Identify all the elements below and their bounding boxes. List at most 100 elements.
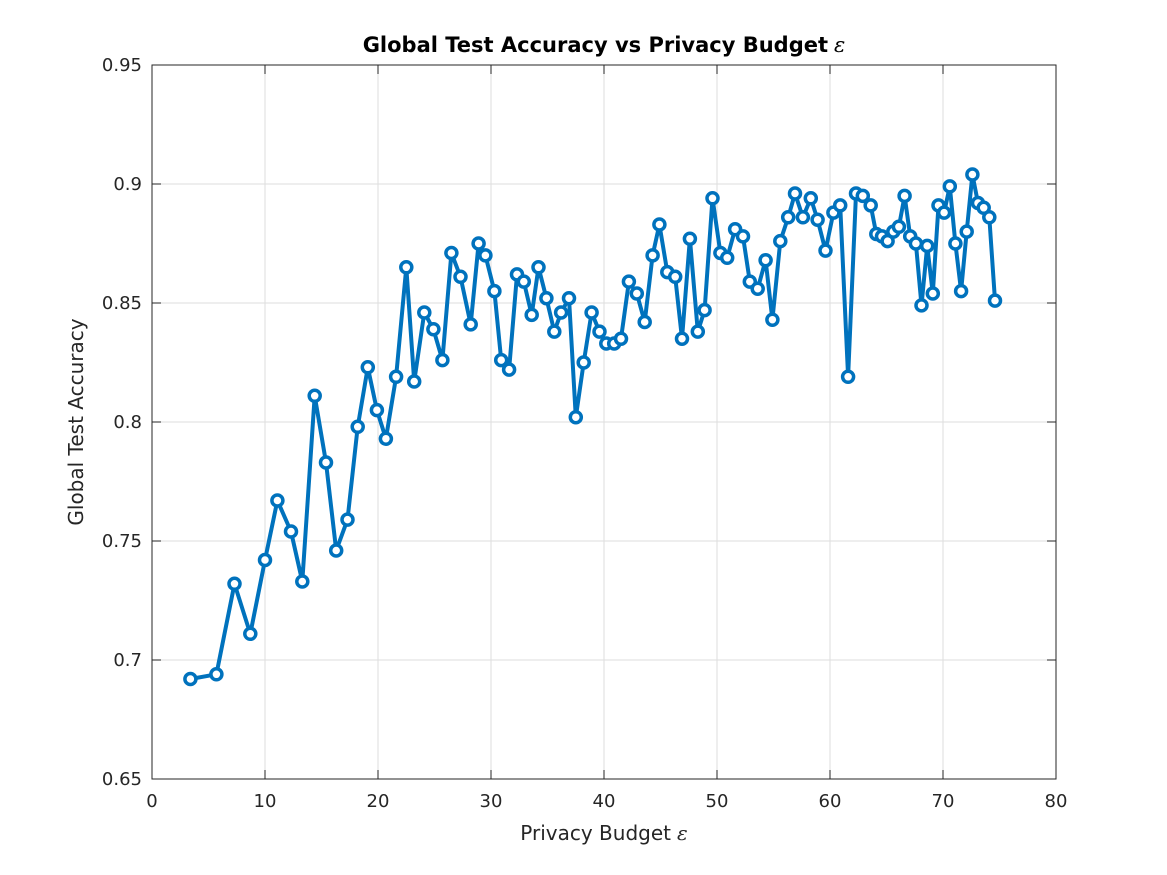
data-point <box>328 543 344 558</box>
data-point <box>487 283 502 299</box>
data-point <box>652 217 667 232</box>
y-tick-label: 0.9 <box>113 174 142 195</box>
data-point <box>803 191 819 206</box>
data-point <box>463 317 478 332</box>
data-point <box>719 250 735 266</box>
data-point <box>295 574 310 589</box>
x-tick-label: 40 <box>593 791 616 812</box>
x-axis-label: Privacy Budget ε <box>520 821 687 845</box>
x-tick-label: 50 <box>706 791 729 812</box>
data-point <box>863 198 878 213</box>
data-point <box>674 331 690 346</box>
data-point <box>948 236 963 251</box>
data-point <box>444 245 459 261</box>
x-tick-label: 30 <box>480 791 503 812</box>
chart-title-symbol: ε <box>834 33 845 57</box>
data-point <box>257 552 273 568</box>
y-tick-label: 0.8 <box>113 412 142 433</box>
data-point <box>629 286 645 301</box>
data-point <box>501 362 517 377</box>
y-tick-label: 0.65 <box>102 769 142 790</box>
data-point <box>340 512 355 527</box>
data-point <box>621 274 637 289</box>
data-point <box>378 431 394 446</box>
x-tick-label: 80 <box>1045 791 1068 812</box>
data-point <box>209 667 224 682</box>
data-point <box>645 248 660 263</box>
data-point <box>959 224 974 239</box>
data-point <box>283 524 299 539</box>
data-point <box>840 369 856 385</box>
data-point <box>667 269 683 285</box>
data-point <box>891 219 907 235</box>
data-point <box>524 307 539 323</box>
data-point <box>471 236 486 251</box>
data-point <box>493 352 509 368</box>
data-point <box>637 314 652 330</box>
x-tick-label: 70 <box>932 791 955 812</box>
data-point <box>243 626 258 642</box>
data-point <box>953 283 969 299</box>
y-tick-label: 0.85 <box>102 293 142 314</box>
data-point <box>592 324 607 339</box>
data-point <box>516 274 532 289</box>
data-point <box>406 374 422 389</box>
data-point <box>478 248 493 263</box>
x-axis-label-text: Privacy Budget <box>520 821 671 845</box>
data-point <box>531 260 546 275</box>
data-point <box>270 493 285 508</box>
data-point <box>561 290 577 306</box>
data-point <box>914 298 929 313</box>
data-point <box>919 238 935 254</box>
y-tick-labels: 0.65 0.7 0.75 0.8 0.85 0.9 0.95 <box>102 55 142 790</box>
data-point <box>925 286 941 301</box>
x-axis-label-symbol: ε <box>677 821 688 845</box>
data-point <box>697 302 712 318</box>
data-point <box>183 671 198 687</box>
x-tick-label: 60 <box>819 791 842 812</box>
data-point <box>855 188 871 204</box>
x-tick-label: 20 <box>367 791 390 812</box>
data-point <box>426 321 441 337</box>
data-point <box>765 312 780 327</box>
data-point <box>435 352 450 368</box>
data-point <box>613 331 629 346</box>
y-tick-label: 0.7 <box>113 650 142 671</box>
data-point <box>897 188 912 204</box>
data-point <box>982 210 997 225</box>
data-point <box>369 402 385 418</box>
data-point <box>832 198 848 213</box>
series-accuracy <box>183 167 1003 687</box>
data-point <box>780 210 796 225</box>
data-point <box>942 179 958 194</box>
series-line <box>190 172 997 681</box>
data-point <box>360 360 376 375</box>
data-point <box>810 212 825 227</box>
data-point <box>787 186 803 201</box>
y-tick-label: 0.75 <box>102 531 142 552</box>
data-point <box>818 243 833 258</box>
data-point <box>690 324 706 339</box>
data-point <box>307 388 322 404</box>
data-point <box>758 252 773 268</box>
data-point <box>773 233 788 249</box>
data-point <box>908 236 924 251</box>
x-tick-label: 10 <box>254 791 277 812</box>
data-point <box>965 167 980 182</box>
axes-box <box>151 64 1057 780</box>
data-point <box>705 191 720 206</box>
data-point <box>584 305 599 320</box>
chart-title: Global Test Accuracy vs Privacy Budget ε <box>363 33 846 57</box>
y-axis-label: Global Test Accuracy <box>64 318 88 525</box>
data-point <box>453 269 468 285</box>
data-point <box>388 369 404 385</box>
data-point <box>795 210 811 225</box>
x-tick-labels: 0 10 20 30 40 50 60 70 80 <box>146 791 1067 812</box>
data-point <box>735 229 751 244</box>
data-point <box>682 231 698 246</box>
chart-title-text: Global Test Accuracy vs Privacy Budget <box>363 33 828 57</box>
data-point <box>553 305 569 320</box>
data-point <box>547 324 562 339</box>
data-point <box>936 205 952 220</box>
